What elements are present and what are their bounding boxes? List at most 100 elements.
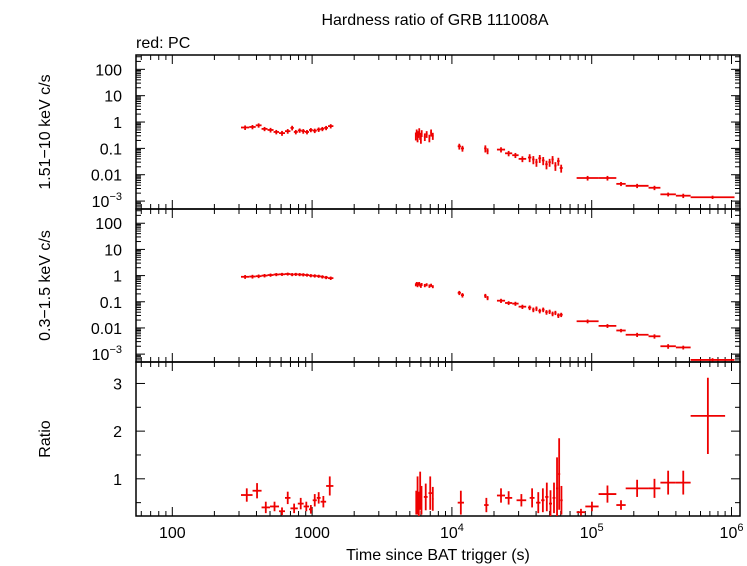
- data-point-ratio: [240, 488, 253, 502]
- y-tick-label-exponent: −3: [109, 344, 122, 356]
- x-tick-label-exponent: 6: [737, 522, 743, 534]
- data-point-ratio: [558, 438, 561, 510]
- data-point-soft: [301, 273, 306, 277]
- data-point-soft: [457, 290, 461, 296]
- data-point-ratio: [285, 491, 291, 505]
- data-point-soft: [460, 293, 464, 298]
- data-point-ratio: [417, 491, 420, 516]
- data-point-soft: [551, 311, 554, 317]
- data-point-soft: [249, 274, 256, 279]
- data-point-soft: [616, 328, 626, 333]
- x-tick-label: 106: [720, 522, 744, 542]
- data-point-hard: [648, 185, 661, 191]
- data-point-ratio: [598, 485, 617, 503]
- data-point-ratio: [690, 377, 726, 455]
- data-point-soft: [486, 296, 489, 301]
- y-tick-label-base: 0.1: [100, 141, 122, 158]
- panel-frame-hard: [135, 54, 741, 210]
- data-point-hard: [616, 181, 626, 187]
- chart-title: Hardness ratio of GRB 111008A: [321, 12, 548, 29]
- data-point-hard: [598, 175, 617, 181]
- x-tick-label: 104: [440, 522, 464, 542]
- data-point-hard: [290, 125, 294, 131]
- data-point-hard: [484, 145, 487, 153]
- data-point-soft: [320, 275, 325, 279]
- data-point-hard: [551, 156, 554, 165]
- y-tick-label: 10: [104, 242, 122, 259]
- data-point-hard: [301, 129, 306, 134]
- y-tick-label: 0.1: [100, 141, 122, 158]
- data-point-soft: [484, 293, 487, 298]
- data-point-soft: [316, 274, 321, 278]
- y-tick-label: 10−3: [92, 344, 122, 364]
- data-point-ratio: [297, 497, 304, 510]
- data-point-soft: [648, 334, 661, 339]
- x-tick-label: 105: [580, 522, 604, 542]
- data-point-hard: [240, 125, 250, 130]
- data-point-soft: [496, 298, 506, 303]
- y-tick-label-base: 10: [104, 242, 122, 259]
- data-point-soft: [255, 274, 262, 279]
- y-tick-label-base: 3: [113, 376, 122, 393]
- x-tick-label-base: 10: [720, 525, 738, 542]
- data-point-hard: [576, 175, 599, 181]
- data-point-ratio: [316, 492, 321, 504]
- data-point-soft: [305, 273, 309, 277]
- data-point-ratio: [303, 501, 309, 512]
- data-point-soft: [505, 301, 513, 306]
- data-point-ratio: [270, 501, 280, 512]
- y-tick-label: 10−3: [92, 191, 122, 211]
- data-point-soft: [328, 276, 334, 280]
- data-point-hard: [316, 127, 321, 132]
- data-point-soft: [420, 283, 423, 287]
- data-point-soft: [431, 285, 434, 289]
- y-tick-label: 1: [113, 472, 122, 489]
- data-point-hard: [293, 129, 298, 135]
- y-tick-label-base: 0.01: [91, 168, 122, 185]
- data-point-soft: [423, 283, 426, 288]
- data-point-hard: [527, 154, 532, 163]
- data-point-ratio: [585, 501, 599, 512]
- x-axis-label: Time since BAT trigger (s): [346, 547, 530, 564]
- data-point-hard: [675, 193, 691, 199]
- x-tick-label-exponent: 5: [598, 522, 604, 534]
- data-point-hard: [249, 125, 256, 130]
- data-point-soft: [576, 319, 599, 324]
- data-point-soft: [240, 275, 250, 279]
- data-point-soft: [308, 274, 313, 278]
- y-tick-label-base: 10: [104, 89, 122, 106]
- data-point-soft: [312, 274, 317, 278]
- data-point-soft: [293, 272, 298, 276]
- data-point-ratio: [545, 482, 549, 512]
- y-tick-label: 100: [95, 62, 122, 79]
- x-tick-label: 100: [159, 525, 186, 542]
- data-point-ratio: [505, 491, 513, 505]
- panel-frame-soft: [135, 208, 741, 363]
- data-point-soft: [535, 306, 538, 312]
- data-point-ratio: [549, 490, 553, 516]
- data-point-soft: [324, 275, 329, 280]
- data-point-hard: [518, 156, 527, 163]
- y-tick-label-base: 1: [113, 269, 122, 286]
- data-point-soft: [625, 332, 649, 338]
- data-point-soft: [297, 273, 302, 277]
- y-tick-label-base: 0.1: [100, 295, 122, 312]
- data-point-ratio: [308, 505, 313, 514]
- y-tick-label-base: 100: [95, 216, 122, 233]
- data-point-ratio: [423, 483, 428, 511]
- data-point-ratio: [261, 501, 271, 514]
- data-point-soft: [527, 305, 532, 311]
- data-point-hard: [532, 156, 535, 165]
- data-point-soft: [675, 345, 691, 350]
- y-tick-label-base: 10: [92, 194, 110, 211]
- data-point-hard: [559, 164, 563, 173]
- data-point-ratio: [290, 503, 298, 514]
- data-point-hard: [545, 160, 548, 170]
- data-point-soft: [541, 307, 545, 313]
- data-point-ratio: [320, 495, 327, 508]
- data-point-ratio: [616, 500, 626, 510]
- data-point-hard: [430, 129, 433, 137]
- data-point-ratio: [576, 508, 586, 516]
